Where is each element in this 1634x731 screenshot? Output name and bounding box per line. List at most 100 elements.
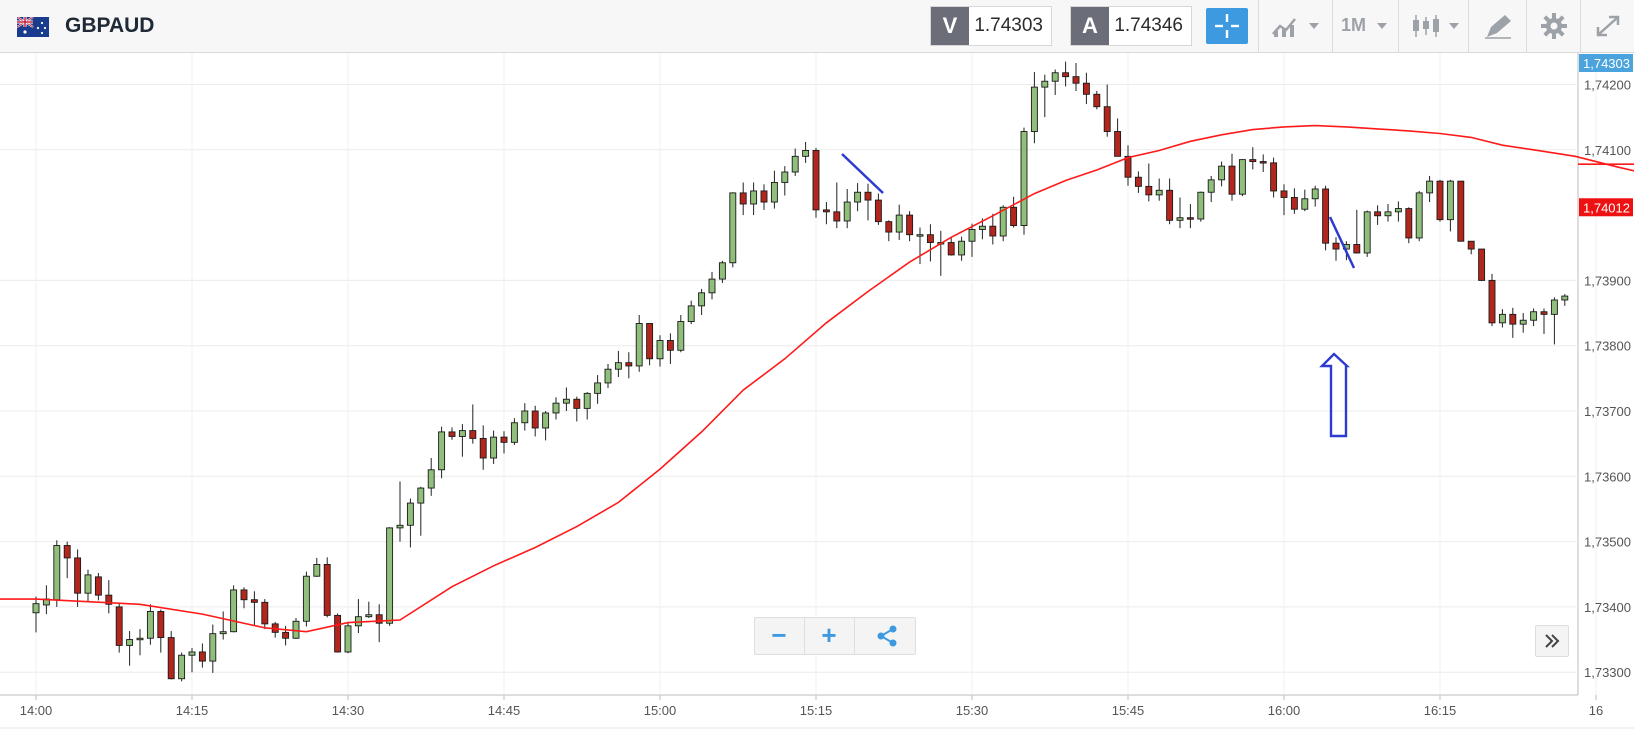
candle <box>1082 72 1090 105</box>
zoom-in-button[interactable]: + <box>805 618 853 654</box>
candle-style-button[interactable] <box>1398 0 1468 52</box>
candle-body-up <box>1446 180 1454 221</box>
candle-body-up <box>209 633 217 662</box>
x-tick-label: 14:15 <box>176 703 209 718</box>
candle-body-down <box>739 192 747 205</box>
candle <box>562 387 570 411</box>
candle <box>1145 163 1153 202</box>
candle <box>947 237 955 256</box>
candle-body-down <box>989 225 997 237</box>
candle <box>552 397 560 420</box>
candle-body-down <box>157 611 165 639</box>
candle-body-up <box>895 214 903 233</box>
candle <box>417 486 425 536</box>
candle-body-down <box>625 362 633 367</box>
candle <box>604 363 612 389</box>
candle <box>1332 237 1340 261</box>
candle <box>760 184 768 210</box>
candle <box>916 227 924 265</box>
candle <box>729 192 737 268</box>
candle-body-down <box>479 437 487 459</box>
candle <box>365 601 373 619</box>
candle <box>1270 157 1278 198</box>
share-button[interactable] <box>863 618 911 654</box>
scroll-to-latest-button[interactable] <box>1535 625 1569 657</box>
candle-body-down <box>760 190 768 203</box>
candle-body-up <box>635 323 643 367</box>
candle <box>687 300 695 325</box>
settings-button[interactable] <box>1526 0 1580 52</box>
candle-body-down <box>1072 76 1080 84</box>
candle <box>1384 203 1392 222</box>
candle <box>926 224 934 262</box>
candle <box>323 557 331 618</box>
y-tick-label: 1,73300 <box>1584 665 1631 680</box>
candle <box>500 431 508 454</box>
candle-body-up <box>386 527 394 624</box>
candle-body-up <box>1561 295 1569 301</box>
x-tick-label: 15:30 <box>956 703 989 718</box>
candle <box>1446 179 1454 232</box>
x-tick-label: 14:30 <box>332 703 365 718</box>
candle <box>250 591 258 626</box>
candle <box>698 288 706 316</box>
candle-body-up <box>781 171 789 183</box>
candle <box>822 202 830 225</box>
candle <box>739 182 747 216</box>
candle-body-up <box>916 234 924 237</box>
candle-body-down <box>1010 206 1018 226</box>
candle-body-down <box>573 398 581 409</box>
candle <box>302 571 310 627</box>
candle-body-down <box>1270 162 1278 192</box>
sell-price-button[interactable]: V 1.74303 <box>930 6 1052 46</box>
drawing-tools-button[interactable] <box>1468 0 1526 52</box>
candle <box>1311 185 1319 207</box>
candle <box>1561 294 1569 306</box>
chevron-down-icon <box>1309 23 1319 29</box>
candle-body-down <box>1457 180 1465 242</box>
candle <box>843 188 851 229</box>
candle-body-down <box>531 410 539 429</box>
candle-body-up <box>1426 180 1434 194</box>
candle-body-up <box>510 422 518 443</box>
candle <box>63 541 71 579</box>
candle <box>958 236 966 261</box>
candle-body-down <box>261 601 269 625</box>
instrument-toolbar: GBPAUD V 1.74303 A 1.74346 1M <box>0 0 1634 53</box>
candle-body-down <box>1332 242 1340 250</box>
price-chart[interactable]: 1,74200 1,74100 1,73900 1,73800 1,73700 1,736… <box>0 53 1634 731</box>
candle <box>375 604 383 643</box>
candle-body-up <box>958 240 966 256</box>
candle <box>1519 313 1527 333</box>
candle-body-down <box>1488 279 1496 324</box>
timeframe-dropdown[interactable]: 1M <box>1332 0 1398 52</box>
chart-type-icon <box>1272 18 1296 37</box>
chart-type-button[interactable] <box>1258 0 1332 52</box>
current-price-label-bg <box>1579 54 1633 72</box>
candle-body-down <box>646 323 654 360</box>
zoom-out-button[interactable]: − <box>755 618 803 654</box>
candle <box>479 425 487 470</box>
crosshair-button[interactable] <box>1206 8 1248 44</box>
candle-body-down <box>1374 211 1382 217</box>
candle-body-up <box>1498 313 1506 324</box>
x-tick-label: 16:00 <box>1268 703 1301 718</box>
buy-price-button[interactable]: A 1.74346 <box>1070 6 1192 46</box>
candle <box>1249 147 1257 170</box>
candle <box>240 587 248 609</box>
fullscreen-button[interactable] <box>1580 0 1634 52</box>
candle-body-up <box>84 574 92 594</box>
candle-body-down <box>1259 161 1267 164</box>
candle <box>718 260 726 284</box>
candle-body-down <box>1540 311 1548 315</box>
candle <box>1124 145 1132 186</box>
candle-body-up <box>698 292 706 307</box>
candle-body-down <box>1228 165 1236 195</box>
candle-body-down <box>198 651 206 662</box>
share-icon <box>877 625 897 647</box>
candle <box>74 549 82 607</box>
candle <box>573 396 581 422</box>
candle-body-up <box>750 190 758 205</box>
candle-body-up <box>1030 86 1038 132</box>
candle <box>1207 175 1215 203</box>
